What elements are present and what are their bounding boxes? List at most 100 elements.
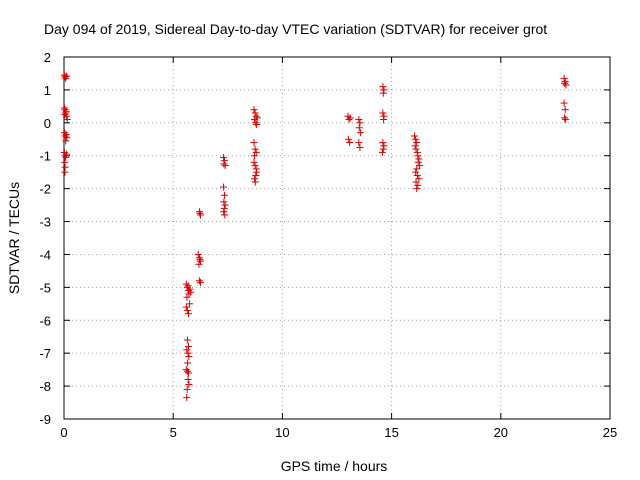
data-point	[379, 145, 387, 153]
data-point	[562, 116, 570, 124]
x-tick-label: 20	[494, 425, 508, 440]
data-point	[220, 198, 228, 206]
x-tick-label: 5	[170, 425, 177, 440]
data-point	[184, 310, 192, 318]
data-points	[60, 71, 570, 402]
data-point	[63, 72, 71, 80]
data-point	[61, 168, 69, 176]
data-point	[346, 139, 354, 147]
x-tick-label: 25	[603, 425, 617, 440]
y-tick-label: -7	[39, 346, 51, 361]
plot-frame	[63, 56, 611, 420]
data-point	[182, 280, 190, 288]
data-point	[412, 168, 420, 176]
data-point	[219, 183, 227, 191]
data-point	[252, 119, 260, 127]
data-point	[194, 250, 202, 258]
data-point	[562, 81, 570, 89]
y-tick-label: -5	[39, 280, 51, 295]
data-point	[184, 282, 192, 290]
data-point	[184, 376, 192, 384]
data-point	[61, 152, 69, 160]
data-point	[253, 168, 261, 176]
data-point	[414, 181, 422, 189]
data-point	[185, 352, 193, 360]
data-point	[183, 385, 191, 393]
data-point	[412, 145, 420, 153]
data-point	[197, 278, 204, 286]
y-tick-labels: -9 -8 -7 -6 -5 -4 -3 -2 -1 0 1 2	[39, 50, 51, 427]
data-point	[250, 152, 258, 160]
data-point	[412, 135, 420, 143]
data-point	[61, 73, 69, 81]
data-point	[251, 162, 259, 170]
data-point	[253, 114, 261, 122]
data-point	[250, 158, 258, 166]
data-point	[62, 130, 70, 138]
data-point	[356, 119, 364, 127]
chart-title: Day 094 of 2019, Sidereal Day-to-day VTE…	[44, 21, 547, 37]
data-point	[221, 191, 229, 199]
y-tick-label: -1	[39, 149, 51, 164]
data-point	[356, 144, 364, 151]
data-point	[196, 209, 204, 217]
data-point	[63, 134, 71, 142]
data-point	[184, 349, 192, 357]
data-point	[221, 201, 229, 209]
data-point	[250, 175, 258, 183]
data-point	[184, 343, 192, 351]
x-tick-labels: 0 5 10 15 20 25	[60, 425, 617, 440]
gridlines	[64, 57, 610, 419]
x-axis-label: GPS time / hours	[281, 458, 388, 474]
data-point	[221, 157, 229, 165]
data-point	[184, 359, 192, 367]
x-tick-label: 0	[60, 425, 67, 440]
data-point	[219, 153, 227, 161]
y-axis-label: SDTVAR / TECUs	[6, 182, 22, 294]
y-tick-label: 1	[44, 83, 51, 98]
data-point	[411, 142, 419, 150]
data-point	[413, 171, 421, 179]
data-point	[183, 306, 191, 314]
data-point	[183, 293, 191, 301]
data-point	[197, 211, 204, 219]
data-point	[251, 109, 259, 117]
data-point	[184, 369, 192, 377]
data-point	[252, 148, 260, 156]
data-point	[183, 336, 191, 344]
data-point	[252, 171, 260, 179]
data-point	[414, 158, 422, 166]
data-point	[357, 129, 365, 137]
x-tick-label: 15	[384, 425, 398, 440]
y-tick-label: -4	[39, 247, 51, 262]
data-point	[221, 211, 229, 219]
x-tick-label: 10	[275, 425, 289, 440]
y-tick-label: 0	[44, 116, 51, 131]
data-point	[561, 79, 569, 87]
data-point	[561, 78, 569, 86]
data-point	[220, 204, 228, 212]
data-point	[186, 300, 194, 308]
y-tick-label: -3	[39, 215, 51, 230]
data-point	[185, 380, 193, 388]
data-point	[183, 367, 191, 375]
data-point	[61, 111, 69, 119]
data-point	[251, 178, 259, 186]
data-point	[413, 185, 421, 193]
data-point	[250, 139, 258, 147]
data-point	[379, 89, 387, 97]
data-point	[416, 162, 424, 170]
data-point	[195, 260, 203, 268]
data-point	[186, 285, 194, 293]
data-point	[561, 106, 569, 114]
data-point	[380, 86, 388, 94]
data-point	[220, 208, 228, 216]
data-point	[62, 150, 70, 158]
data-point	[561, 114, 569, 122]
data-point	[196, 255, 204, 263]
y-tick-label: -9	[39, 412, 51, 427]
data-point	[344, 135, 352, 143]
y-tick-label: 2	[44, 50, 51, 65]
data-point	[250, 116, 258, 124]
